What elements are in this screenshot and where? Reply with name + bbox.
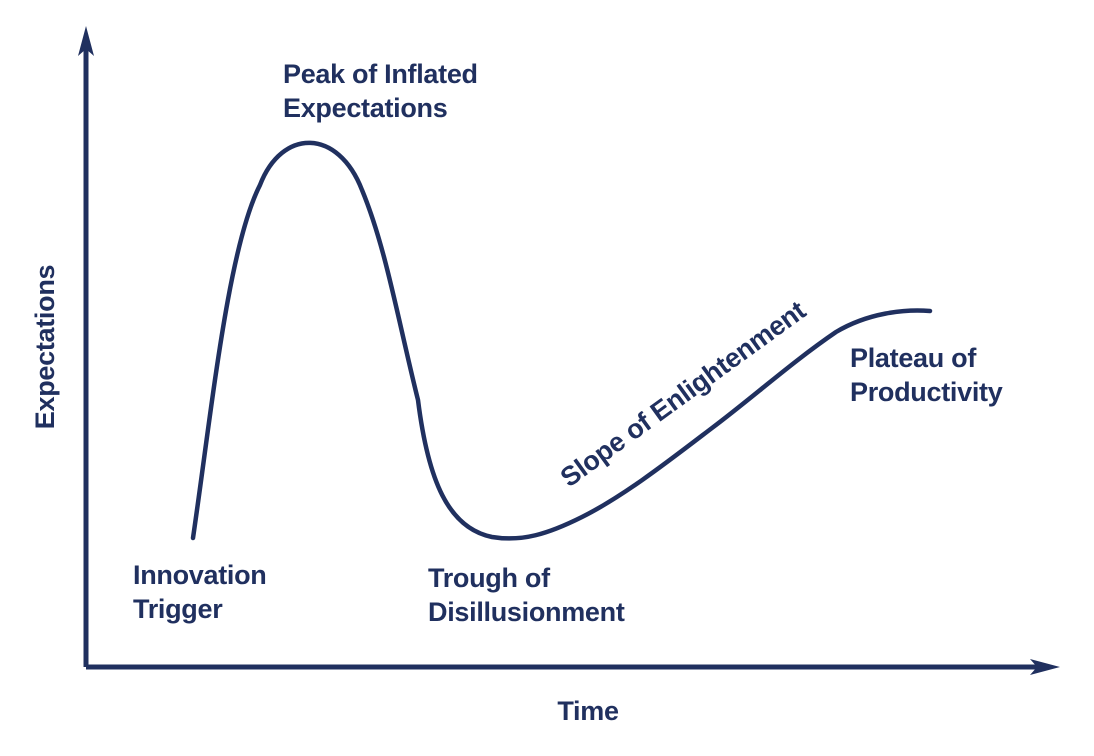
trough-of-disillusionment-label: Trough of Disillusionment	[428, 563, 625, 627]
innovation-trigger-label: Innovation Trigger	[133, 560, 267, 624]
peak-of-inflated-expectations-label: Peak of Inflated Expectations	[283, 59, 478, 123]
plateau-of-productivity-label: Plateau of Productivity	[850, 343, 1003, 407]
x-axis-title: Time	[557, 696, 619, 726]
y-axis-arrowhead-icon	[78, 26, 94, 56]
hype-curve-path	[190, 140, 933, 541]
x-axis-arrowhead-icon	[1030, 659, 1060, 675]
y-axis-title: Expectations	[30, 264, 60, 430]
